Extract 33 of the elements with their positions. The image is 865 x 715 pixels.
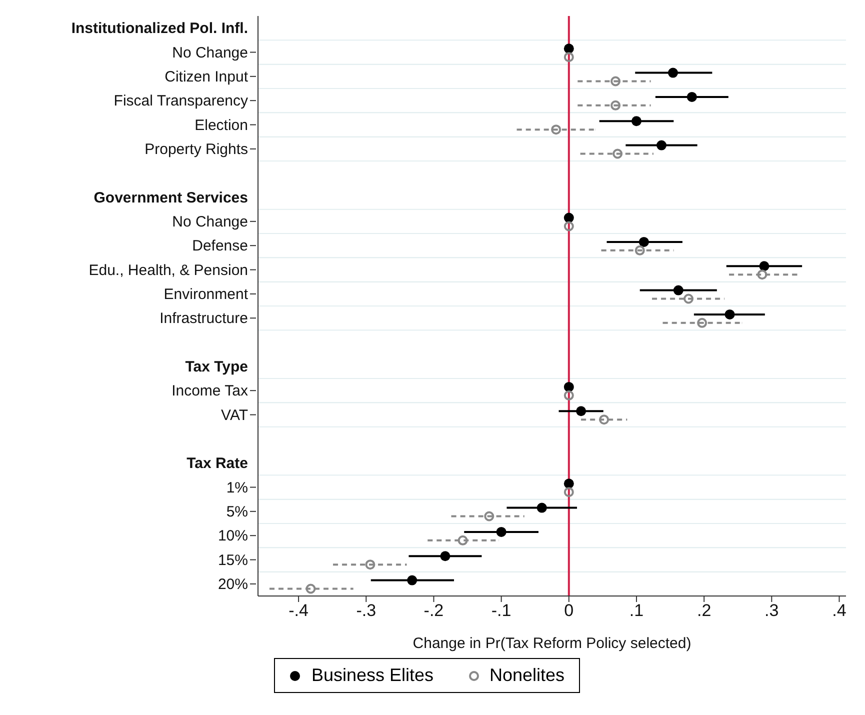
x-tick-label: 0 <box>564 601 574 620</box>
y-tick-label: Citizen Input <box>164 68 249 86</box>
y-tick-label: 10% <box>218 528 248 545</box>
y-tick-label: 1% <box>226 479 248 496</box>
x-axis-title: Change in Pr(Tax Reform Policy selected) <box>412 635 692 652</box>
x-tick-label: .2 <box>696 601 712 620</box>
x-tick-label: -.1 <box>491 601 512 620</box>
y-tick-label: Institutionalized Pol. Infl. <box>71 20 248 38</box>
y-tick-label: Government Services <box>94 189 248 206</box>
y-tick-label: Property Rights <box>144 140 248 158</box>
x-tick-label: -.4 <box>288 601 308 620</box>
y-tick-label: 20% <box>218 576 248 593</box>
y-tick-label: Environment <box>164 286 249 303</box>
legend-label: Nonelites <box>490 665 565 686</box>
y-tick-label: Defense <box>192 238 248 255</box>
x-tick-label: .3 <box>764 601 779 620</box>
y-tick-label: VAT <box>221 406 248 424</box>
y-tick-label: Infrastructure <box>160 310 248 328</box>
x-tick-label: .1 <box>629 601 644 620</box>
y-tick-label: No Change <box>172 213 248 230</box>
x-tick-label: .4 <box>832 601 846 620</box>
y-tick-label: Tax Type <box>185 358 248 376</box>
y-tick-label: Tax Rate <box>186 455 248 472</box>
y-tick-label: 15% <box>218 552 248 569</box>
legend-label: Business Elites <box>311 665 434 686</box>
y-tick-label: 5% <box>226 503 248 520</box>
x-tick-label: -.2 <box>424 601 444 620</box>
y-tick-label: Fiscal Transparency <box>114 92 248 110</box>
y-tick-label: Edu., Health, & Pension <box>88 262 248 279</box>
y-tick-label: Election <box>194 116 248 134</box>
x-tick-label: -.3 <box>356 601 376 620</box>
y-tick-label: No Change <box>172 44 248 62</box>
y-tick-label: Income Tax <box>172 382 248 400</box>
